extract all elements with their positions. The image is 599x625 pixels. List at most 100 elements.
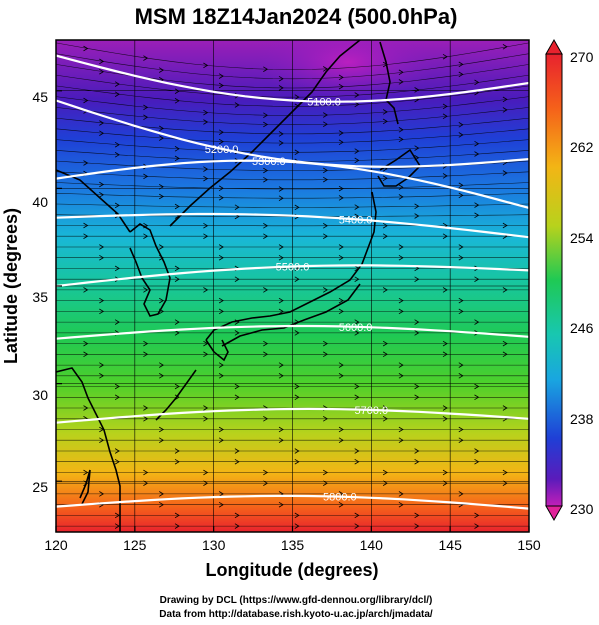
wind-arrow bbox=[502, 469, 508, 476]
wind-arrow bbox=[502, 96, 508, 103]
wind-arrow bbox=[322, 233, 328, 239]
wind-arrow bbox=[278, 501, 284, 508]
wind-arrow bbox=[382, 233, 388, 239]
wind-arrow bbox=[143, 351, 149, 358]
wind-arrow bbox=[458, 132, 464, 138]
wind-arrow bbox=[398, 254, 404, 261]
y-tick-label: 30 bbox=[32, 387, 48, 403]
height-contour bbox=[56, 54, 529, 103]
streamline bbox=[56, 53, 529, 80]
wind-arrow bbox=[322, 351, 328, 358]
wind-arrow bbox=[474, 79, 480, 86]
wind-arrow bbox=[114, 152, 120, 158]
wind-arrow bbox=[114, 383, 120, 390]
wind-arrow bbox=[502, 107, 508, 113]
wind-arrow bbox=[398, 491, 404, 497]
wind-arrow bbox=[354, 458, 360, 465]
wind-arrow bbox=[354, 92, 360, 98]
wind-arrow bbox=[263, 121, 269, 128]
wind-arrow bbox=[414, 448, 420, 454]
wind-arrow bbox=[338, 244, 344, 250]
wind-arrow bbox=[234, 512, 240, 519]
wind-arrow bbox=[158, 297, 164, 304]
wind-arrow bbox=[458, 192, 464, 199]
wind-arrow bbox=[442, 416, 448, 422]
wind-arrow bbox=[354, 383, 360, 390]
wind-arrow bbox=[99, 491, 105, 497]
wind-arrow bbox=[322, 66, 328, 72]
wind-arrow bbox=[338, 195, 344, 201]
y-tick-label: 25 bbox=[32, 479, 48, 495]
wind-arrow bbox=[203, 175, 209, 182]
wind-arrow bbox=[114, 394, 120, 401]
wind-arrow bbox=[322, 167, 328, 174]
streamline bbox=[56, 107, 529, 125]
wind-arrow bbox=[502, 351, 508, 358]
wind-arrow bbox=[143, 469, 149, 476]
wind-arrow bbox=[143, 233, 149, 239]
wind-arrow bbox=[218, 373, 224, 379]
wind-arrow bbox=[502, 170, 508, 176]
wind-arrow bbox=[398, 136, 404, 143]
wind-arrow bbox=[458, 122, 464, 128]
wind-arrow bbox=[203, 233, 209, 239]
wind-arrow bbox=[414, 276, 420, 282]
wind-arrow bbox=[398, 127, 404, 133]
streamline bbox=[56, 171, 529, 181]
contour-label: 5600.0 bbox=[339, 322, 373, 334]
wind-arrow bbox=[474, 394, 480, 401]
wind-arrow bbox=[203, 469, 209, 476]
wind-arrow bbox=[294, 204, 300, 211]
wind-arrow bbox=[263, 66, 269, 72]
wind-arrow bbox=[354, 157, 360, 164]
wind-arrow bbox=[414, 383, 420, 390]
wind-arrow bbox=[338, 426, 344, 433]
wind-arrow bbox=[143, 480, 149, 486]
wind-arrow bbox=[278, 131, 284, 137]
wind-arrow bbox=[83, 233, 89, 239]
wind-arrow bbox=[114, 319, 120, 325]
wind-arrow bbox=[99, 362, 105, 368]
wind-arrow bbox=[99, 244, 105, 250]
wind-arrow bbox=[114, 202, 120, 209]
streamline bbox=[56, 139, 529, 153]
wind-arrow bbox=[442, 405, 448, 411]
wind-arrow bbox=[234, 204, 240, 210]
wind-arrow bbox=[502, 287, 508, 293]
wind-arrow bbox=[322, 416, 328, 422]
height-contour bbox=[56, 264, 529, 288]
wind-arrow bbox=[338, 254, 344, 261]
coast-hokkaido bbox=[377, 148, 422, 187]
wind-arrow bbox=[338, 297, 344, 304]
wind-arrow bbox=[99, 297, 105, 304]
wind-arrow bbox=[322, 176, 328, 183]
cold-core bbox=[258, 40, 438, 102]
height-contour bbox=[56, 324, 529, 340]
height-contour bbox=[56, 407, 529, 424]
wind-arrow bbox=[442, 53, 448, 60]
wind-arrow bbox=[474, 276, 480, 282]
wind-arrow bbox=[218, 244, 224, 250]
wind-arrow bbox=[458, 244, 464, 250]
x-tick-label: 150 bbox=[517, 537, 541, 553]
wind-arrow bbox=[414, 319, 420, 325]
wind-arrow bbox=[83, 222, 89, 229]
wind-arrow bbox=[263, 167, 269, 174]
wind-arrow bbox=[114, 448, 120, 454]
wind-arrow bbox=[203, 222, 209, 229]
wind-arrow bbox=[263, 223, 269, 229]
coast-taiwan bbox=[79, 469, 91, 505]
wind-arrow bbox=[114, 141, 120, 148]
wind-arrow bbox=[234, 276, 240, 282]
wind-arrow bbox=[354, 394, 360, 401]
wind-arrow bbox=[218, 138, 224, 145]
colorbar-label: 254 bbox=[570, 230, 594, 246]
wind-arrow bbox=[382, 469, 388, 476]
contour-label: 5800.0 bbox=[323, 492, 357, 504]
wind-arrow bbox=[83, 160, 89, 166]
wind-arrow bbox=[203, 62, 209, 69]
wind-arrow bbox=[218, 362, 224, 368]
wind-arrow bbox=[158, 491, 164, 497]
wind-arrow bbox=[442, 469, 448, 476]
coast-kyushu bbox=[205, 339, 229, 362]
